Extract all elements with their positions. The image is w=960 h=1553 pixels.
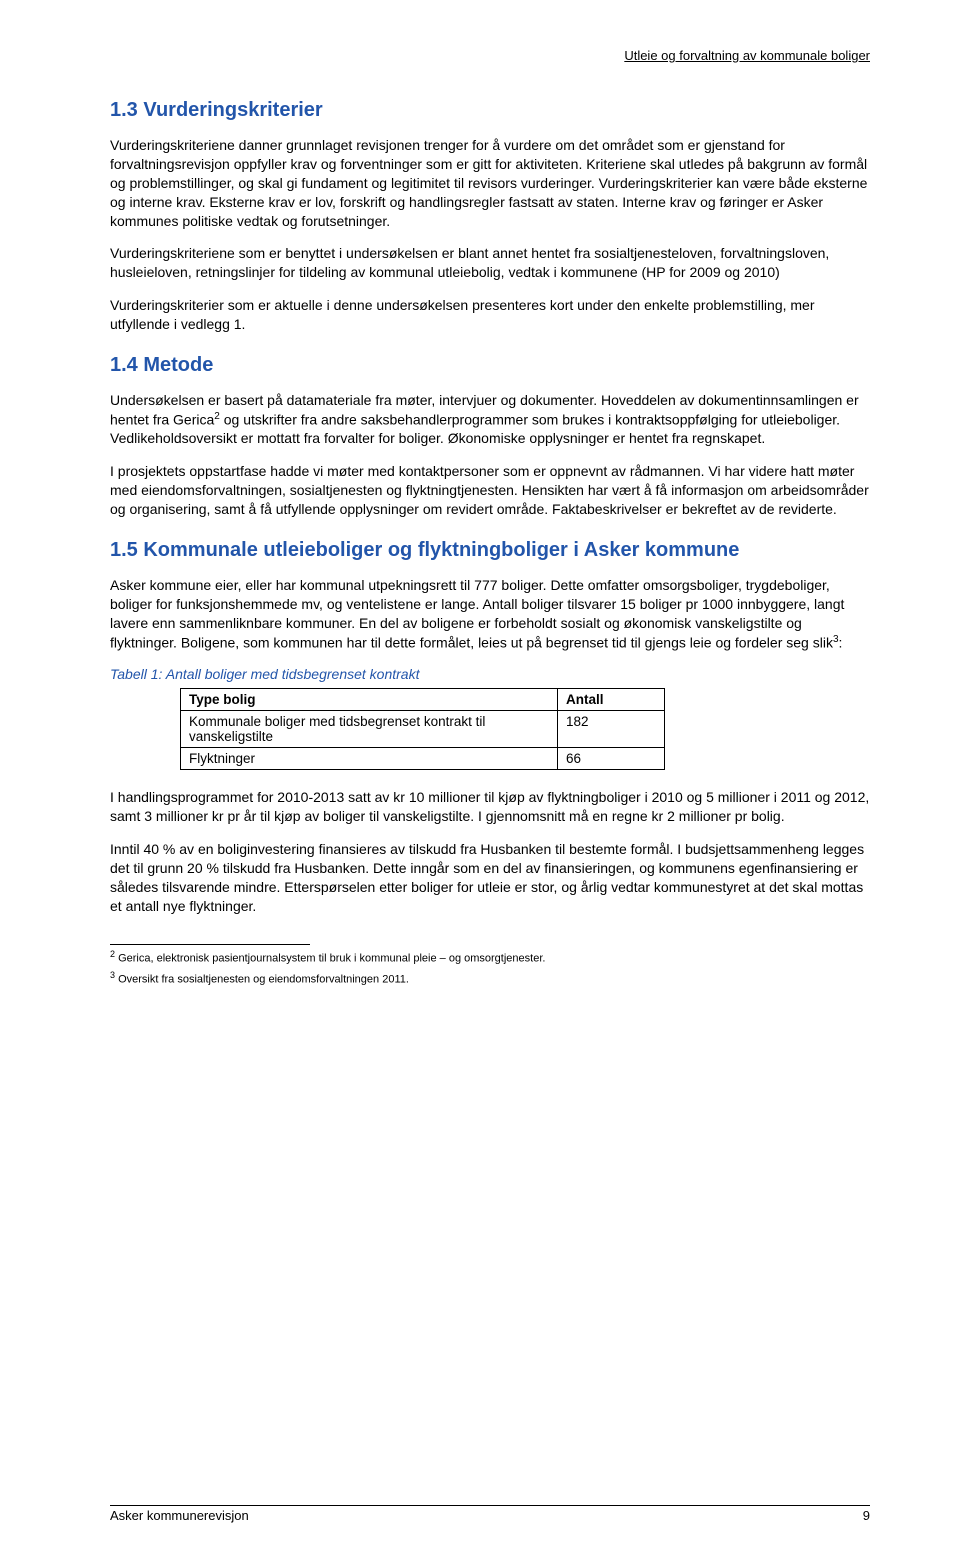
- table-cell: Kommunale boliger med tidsbegrenset kont…: [181, 711, 558, 748]
- table-header-row: Type bolig Antall: [181, 689, 665, 711]
- text-run: og utskrifter fra andre saksbehandlerpro…: [110, 412, 840, 447]
- paragraph: Vurderingskriteriene danner grunnlaget r…: [110, 136, 870, 230]
- table-cell: 66: [558, 748, 665, 770]
- paragraph: I handlingsprogrammet for 2010-2013 satt…: [110, 788, 870, 826]
- table-header-cell: Antall: [558, 689, 665, 711]
- table-boliger: Type bolig Antall Kommunale boliger med …: [180, 688, 665, 770]
- footer-left: Asker kommunerevisjon: [110, 1508, 249, 1523]
- footnote-2: 2 Gerica, elektronisk pasientjournalsyst…: [110, 949, 830, 966]
- heading-1-4: 1.4 Metode: [110, 354, 870, 377]
- paragraph: Asker kommune eier, eller har kommunal u…: [110, 576, 870, 652]
- footnote-3: 3 Oversikt fra sosialtjenesten og eiendo…: [110, 970, 830, 987]
- paragraph: I prosjektets oppstartfase hadde vi møte…: [110, 462, 870, 519]
- document-page: Utleie og forvaltning av kommunale bolig…: [0, 0, 960, 1553]
- footnote-separator: [110, 944, 310, 945]
- paragraph: Vurderingskriteriene som er benyttet i u…: [110, 244, 870, 282]
- running-header: Utleie og forvaltning av kommunale bolig…: [110, 48, 870, 63]
- text-run: :: [839, 634, 843, 650]
- paragraph: Inntil 40 % av en boliginvestering finan…: [110, 840, 870, 916]
- page-footer: Asker kommunerevisjon 9: [110, 1505, 870, 1523]
- footnote-text: Oversikt fra sosialtjenesten og eiendoms…: [115, 973, 409, 985]
- table-row: Flyktninger 66: [181, 748, 665, 770]
- paragraph: Vurderingskriterier som er aktuelle i de…: [110, 296, 870, 334]
- table-row: Kommunale boliger med tidsbegrenset kont…: [181, 711, 665, 748]
- table-caption: Tabell 1: Antall boliger med tidsbegrens…: [110, 666, 870, 682]
- table-cell: Flyktninger: [181, 748, 558, 770]
- heading-1-5: 1.5 Kommunale utleieboliger og flyktning…: [110, 539, 870, 562]
- footnote-text: Gerica, elektronisk pasientjournalsystem…: [115, 952, 545, 964]
- table-header-cell: Type bolig: [181, 689, 558, 711]
- text-run: Asker kommune eier, eller har kommunal u…: [110, 577, 844, 650]
- heading-1-3: 1.3 Vurderingskriterier: [110, 99, 870, 122]
- paragraph: Undersøkelsen er basert på datamateriale…: [110, 391, 870, 448]
- page-number: 9: [863, 1508, 870, 1523]
- table-cell: 182: [558, 711, 665, 748]
